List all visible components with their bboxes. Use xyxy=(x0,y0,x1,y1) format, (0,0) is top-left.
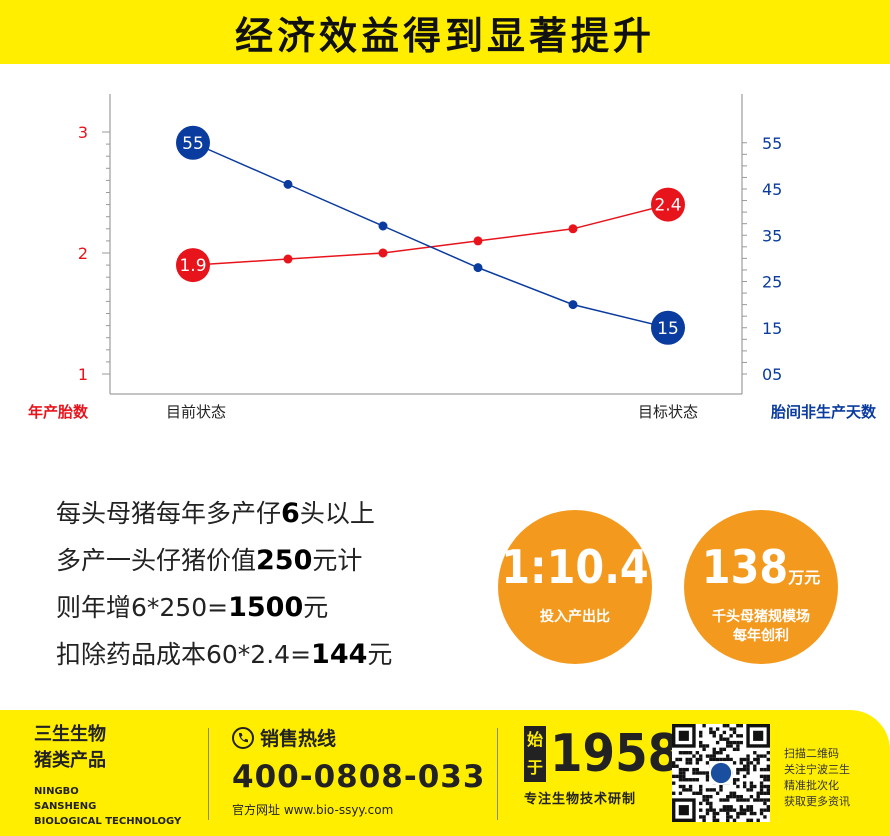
left-axis-tick-label: 1 xyxy=(78,365,88,384)
labeled-point-1 xyxy=(651,310,685,345)
hotline-number[interactable]: 400-0808-033 xyxy=(232,759,486,795)
left-axis-title: 年产胎数 xyxy=(28,403,89,421)
right-axis-tick-label: 35 xyxy=(762,226,782,245)
stat-number: 6 xyxy=(281,498,300,529)
page-title: 经济效益得到显著提升 xyxy=(234,13,655,58)
series-line-0 xyxy=(192,203,669,266)
left-axis-tick-label: 2 xyxy=(78,244,88,263)
right-axis-title: 胎间非生产天数 xyxy=(771,403,877,421)
title-banner: 经济效益得到显著提升 xyxy=(0,0,890,64)
qr-note: 扫描二维码 关注宁波三生 精准批次化 获取更多资讯 xyxy=(784,747,850,808)
data-point-1 xyxy=(473,263,483,273)
stat-line-4: 扣除药品成本60*2.4=144元 xyxy=(56,639,393,670)
point-label-1: 15 xyxy=(657,319,679,339)
profit-label: 千头母猪规模场 每年创利 xyxy=(712,609,810,644)
x-end-label: 目标状态 xyxy=(638,403,698,421)
brand-name-cn-2: 猪类产品 xyxy=(34,750,106,771)
right-axis-tick-label: 15 xyxy=(762,319,782,338)
since-year: 1958 xyxy=(550,724,681,784)
brand-name-en: NINGBO SANSHENG BIOLOGICAL TECHNOLOGY xyxy=(34,786,182,827)
data-point-1 xyxy=(568,300,578,310)
brand-name-cn-1: 三生生物 xyxy=(34,724,106,745)
profit-unit: 万元 xyxy=(788,568,821,587)
right-axis-tick-label: 25 xyxy=(762,273,782,292)
stat-line-3: 则年增6*250=1500元 xyxy=(56,592,329,623)
right-axis-tick-label: 45 xyxy=(762,180,782,199)
ratio-label: 投入产出比 xyxy=(540,609,610,625)
ratio-value: 1:10.4 xyxy=(501,540,649,594)
stat-number: 250 xyxy=(256,545,313,576)
data-point-0 xyxy=(473,236,483,246)
data-point-0 xyxy=(378,248,388,258)
hotline-block: 销售热线 400-0808-033 官方网址 www.bio-ssyy.com xyxy=(232,724,485,818)
brand-block: 三生生物 猪类产品 NINGBO SANSHENG BIOLOGICAL TEC… xyxy=(34,722,181,829)
series-line-1 xyxy=(192,142,669,329)
stat-line-1: 每头母猪每年多产仔6头以上 xyxy=(56,498,375,529)
dual-axis-line-chart: 3 2 1 55 45 35 25 15 05 年产胎数 胎间非生产天数 目前状态 目标状态 1.9 2.4… xyxy=(28,94,877,421)
left-axis-tick-label: 3 xyxy=(78,123,88,142)
footer-bar: 三生生物 猪类产品 NINGBO SANSHENG BIOLOGICAL TEC… xyxy=(0,710,890,836)
tagline: 专注生物技术研制 xyxy=(524,792,637,807)
data-point-1 xyxy=(378,221,388,231)
point-label-0: 2.4 xyxy=(654,196,681,216)
website-link[interactable]: 官方网址 www.bio-ssyy.com xyxy=(232,803,394,817)
labeled-point-0 xyxy=(651,187,685,222)
data-point-1 xyxy=(283,179,293,189)
point-label-0: 1.9 xyxy=(179,256,206,276)
since-block: 始 于 1958 专注生物技术研制 xyxy=(524,726,680,807)
since-badge: 始 于 xyxy=(524,726,546,782)
stat-number: 1500 xyxy=(228,592,304,623)
x-start-label: 目前状态 xyxy=(166,403,226,421)
labeled-point-1 xyxy=(176,125,210,160)
profit-value: 138 xyxy=(701,540,789,594)
point-label-1: 55 xyxy=(182,134,204,154)
ratio-circle: 1:10.4 投入产出比 xyxy=(498,510,652,664)
stat-line-2: 多产一头仔猪价值250元计 xyxy=(56,545,363,576)
stat-number: 144 xyxy=(311,639,368,670)
qr-code[interactable] xyxy=(672,724,770,822)
data-point-0 xyxy=(568,224,578,234)
data-point-0 xyxy=(283,254,293,264)
divider xyxy=(497,728,498,820)
phone-icon xyxy=(232,726,254,749)
profit-circle: 138万元 千头母猪规模场 每年创利 xyxy=(684,510,838,664)
stats-block: 每头母猪每年多产仔6头以上 多产一头仔猪价值250元计 则年增6*250=150… xyxy=(56,490,392,678)
right-axis-tick-label: 05 xyxy=(762,365,782,384)
hotline-label: 销售热线 xyxy=(260,728,337,750)
right-axis-tick-label: 55 xyxy=(762,134,782,153)
divider xyxy=(208,728,209,820)
labeled-point-0 xyxy=(176,248,210,283)
